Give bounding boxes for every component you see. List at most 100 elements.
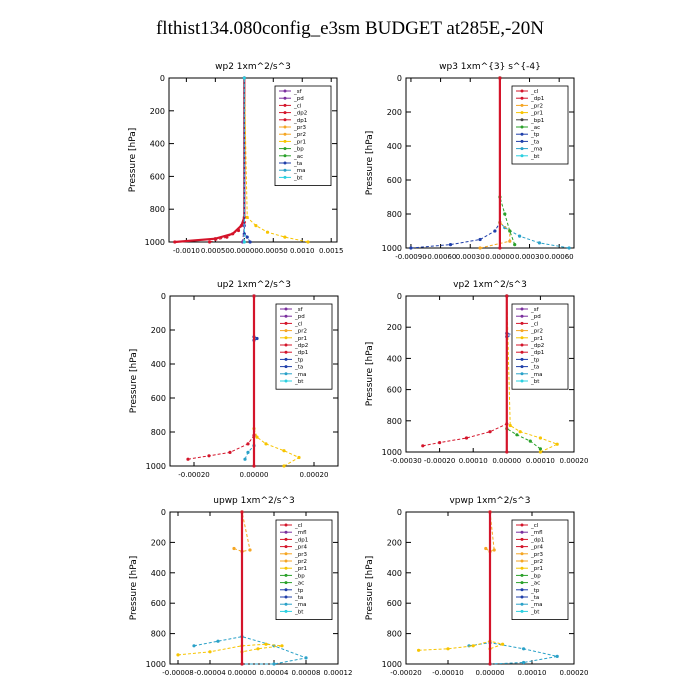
x-tick-label: 0.00010 (459, 457, 488, 465)
series-point (255, 435, 259, 439)
legend-label: _bp1 (530, 118, 544, 124)
y-tick-label: 0 (161, 508, 166, 517)
legend-marker (520, 365, 524, 369)
legend-label: _ma (293, 168, 305, 174)
series-point (225, 235, 229, 239)
series-point (236, 228, 241, 233)
y-tick-label: 400 (387, 142, 402, 151)
legend-marker (284, 595, 288, 599)
legend-marker (520, 566, 524, 570)
y-tick-label: 0 (161, 292, 166, 301)
series-point (501, 642, 505, 646)
series-point (243, 457, 247, 461)
y-tick-label: 200 (151, 326, 166, 335)
legend-label: _pr2 (293, 132, 306, 138)
x-tick-label: -0.00020 (178, 471, 209, 479)
series-point (254, 224, 258, 228)
x-tick-label: 0.00030 (456, 253, 485, 261)
series-point (246, 442, 250, 446)
series-point (522, 660, 526, 665)
plot-frame (168, 77, 338, 243)
y-axis-label: Pressure [hPa] (365, 342, 375, 407)
legend-label: _ta (530, 595, 539, 601)
series-point (492, 548, 496, 552)
legend-marker (283, 89, 287, 93)
x-tick-label: 0.00010 (526, 457, 555, 465)
series-point (208, 650, 212, 654)
legend-label: _cl (294, 523, 303, 529)
y-tick-label: 200 (387, 323, 402, 332)
legend-label: _tp (530, 357, 540, 363)
legend-label: _ac (293, 154, 303, 160)
y-tick-label: 800 (150, 205, 165, 214)
legend-marker (284, 365, 288, 369)
legend-label: _pr4 (530, 545, 544, 551)
y-axis-label: Pressure [hPa] (129, 349, 139, 414)
legend-label: _bp (294, 573, 305, 579)
series-point (498, 76, 502, 80)
legend-label: _ta (293, 161, 302, 167)
legend-label: _pr3 (530, 552, 544, 558)
legend-marker (520, 132, 524, 136)
series-point (555, 442, 559, 446)
series-point (232, 546, 236, 551)
y-tick-label: 1000 (382, 448, 402, 457)
legend-marker (520, 307, 524, 311)
legend-label: _dp1 (530, 537, 544, 543)
series-point (528, 439, 532, 443)
legend-marker (520, 545, 524, 549)
legend-marker (284, 307, 288, 311)
panel-title: vpwp 1xm^2/s^3 (449, 496, 530, 506)
legend-marker (284, 573, 288, 577)
series-point (488, 662, 492, 666)
legend-label: _ta (530, 139, 539, 145)
legend-label: _ac (294, 581, 304, 587)
legend-marker (520, 581, 524, 585)
legend-marker (283, 111, 287, 115)
series-line (479, 78, 511, 249)
x-tick-label: -0.00008 (162, 669, 193, 677)
y-tick-label: 600 (387, 176, 402, 185)
series-point (478, 246, 482, 250)
y-tick-label: 600 (151, 599, 166, 608)
series-point (248, 548, 252, 552)
x-tick-label: 0.00050 (259, 247, 288, 255)
legend-marker (284, 552, 288, 556)
legend-marker (284, 537, 288, 541)
legend-label: _bt (530, 379, 540, 385)
panel-title: wp2 1xm^2/s^3 (215, 62, 291, 72)
legend-label: _dp1 (530, 350, 544, 356)
series-point (484, 546, 488, 551)
series-point (555, 654, 559, 659)
legend-marker (520, 125, 524, 129)
legend-label: _pr4 (294, 545, 308, 551)
x-tick-label: 0.00000 (476, 669, 505, 677)
legend-label: _ac (530, 581, 540, 587)
series-point (421, 444, 425, 448)
legend-label: _bt (293, 175, 303, 181)
x-tick-label: -0.00004 (194, 669, 226, 677)
series-point (498, 246, 502, 250)
series-point (488, 430, 492, 434)
series-point (176, 653, 180, 657)
y-tick-label: 0 (160, 74, 165, 83)
y-axis-label: Pressure [hPa] (128, 128, 138, 193)
series-point (518, 234, 522, 238)
legend-label: _sf (293, 89, 303, 95)
plot-frame (405, 295, 575, 453)
x-tick-label: 0.0010 (290, 247, 315, 255)
legend-label: _bt (294, 609, 304, 615)
x-tick-label: 0.00000 (240, 471, 269, 479)
legend-label: _pr2 (294, 329, 307, 335)
y-tick-label: 400 (151, 360, 166, 369)
x-tick-label: -0.00090 (395, 253, 426, 261)
legend-label: _pr2 (294, 559, 307, 565)
series-point (255, 336, 259, 341)
legend-marker (284, 545, 288, 549)
series-point (567, 246, 571, 250)
series-point (283, 235, 287, 239)
legend-marker (283, 96, 287, 100)
legend-marker (520, 314, 524, 318)
x-tick-label: -0.00020 (424, 457, 455, 465)
legend-label: _pr1 (294, 566, 307, 572)
